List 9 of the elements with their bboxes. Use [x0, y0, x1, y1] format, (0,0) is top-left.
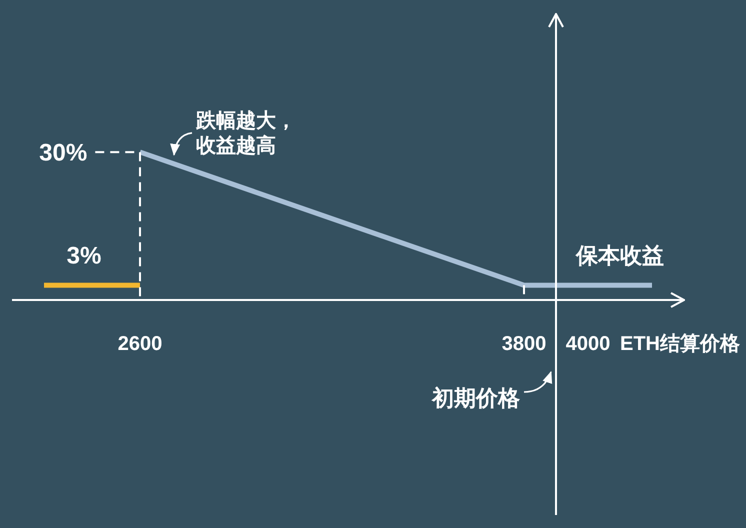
x-axis-title: ETH结算价格: [620, 333, 741, 355]
x-tick-label: 3800: [502, 333, 546, 355]
data-label: 30%: [39, 139, 88, 166]
ref-line-label: 初期价格: [431, 386, 521, 411]
x-tick-label: 4000: [566, 333, 610, 355]
data-label: 3%: [66, 242, 102, 270]
x-tick-label: 2600: [118, 333, 162, 355]
annotation: 保本收益: [575, 243, 664, 268]
annotation: 跌幅越大，收益越高: [195, 110, 296, 157]
